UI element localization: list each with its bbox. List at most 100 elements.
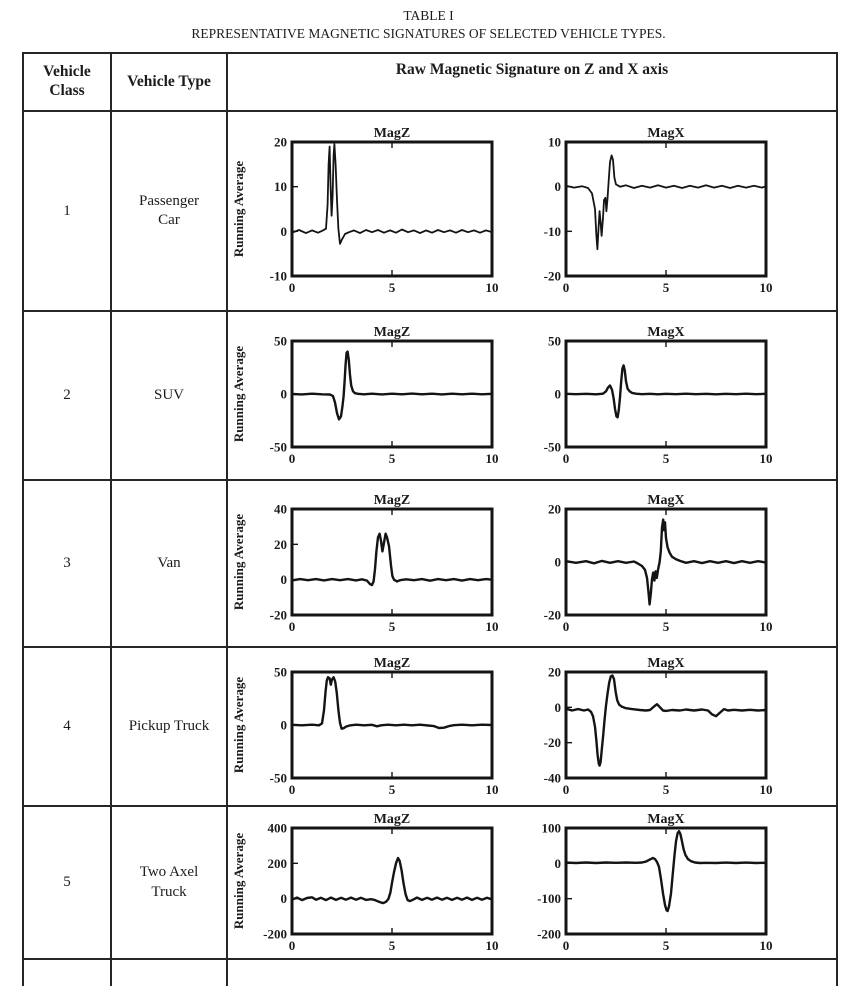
y-tick-label: 20 [274, 536, 287, 551]
signal-trace [564, 517, 768, 606]
x-tick-label: 0 [289, 782, 296, 797]
x-tick-label: 10 [760, 938, 773, 953]
chart-title: MagZ [374, 325, 411, 340]
header-vehicle-type: Vehicle Type [112, 54, 228, 110]
y-axis-label: Running Average [232, 676, 246, 772]
vehicle-type-label: Van [157, 554, 181, 571]
plot-frame [564, 670, 768, 779]
x-tick-label: 5 [663, 782, 670, 797]
table-row: 3 Van MagZ Running Average 40 20 0 -20 0 5 10 MagX 2… [24, 481, 836, 648]
x-tick-label: 0 [289, 451, 296, 466]
y-tick-label: 0 [281, 224, 288, 239]
cropped-cell [112, 960, 228, 986]
chart-title: MagZ [374, 126, 411, 141]
y-tick-label: 40 [274, 501, 287, 516]
vehicle-type-label: SUV [153, 386, 184, 403]
y-axis-label: Running Average [232, 161, 246, 257]
y-tick-label: 100 [542, 820, 562, 835]
chart-title: MagZ [374, 656, 411, 671]
y-tick-label: 50 [548, 333, 561, 348]
signal-trace [290, 856, 494, 904]
y-tick-label: 0 [281, 386, 288, 401]
x-tick-label: 0 [563, 782, 570, 797]
x-tick-label: 10 [760, 451, 773, 466]
y-tick-label: 0 [281, 717, 288, 732]
vehicle-class-cell: 3 [24, 481, 112, 646]
header-vehicle-class: Vehicle Class [24, 54, 112, 110]
y-tick-label: -10 [544, 224, 561, 239]
y-tick-label: -200 [537, 926, 561, 941]
chart-title: MagX [647, 656, 684, 671]
signal-trace [290, 675, 494, 730]
signature-table: Vehicle Class Vehicle Type Raw Magnetic … [22, 52, 838, 986]
vehicle-type-cell: Pickup Truck [112, 648, 228, 805]
x-tick-label: 5 [389, 938, 396, 953]
signature-cell: MagZ Running Average 40 20 0 -20 0 5 10 MagX 20 0 -2… [228, 481, 836, 646]
chart-title: MagX [647, 325, 684, 340]
x-tick-label: 10 [486, 619, 499, 634]
x-tick-label: 0 [289, 280, 296, 295]
x-tick-label: 5 [389, 782, 396, 797]
y-tick-label: -20 [544, 269, 561, 284]
vehicle-type-label: Pickup Truck [128, 717, 210, 734]
x-tick-label: 10 [486, 782, 499, 797]
x-tick-label: 10 [760, 782, 773, 797]
plot-frame [290, 507, 494, 616]
header-row: Vehicle Class Vehicle Type Raw Magnetic … [24, 54, 836, 112]
x-tick-label: 5 [663, 938, 670, 953]
cropped-cell [228, 960, 836, 986]
x-tick-label: 0 [563, 280, 570, 295]
x-tick-label: 5 [389, 619, 396, 634]
chart-title: MagZ [374, 493, 411, 508]
y-tick-label: 400 [268, 820, 288, 835]
vehicle-type-cell: SUV [112, 312, 228, 479]
cropped-cell [24, 960, 112, 986]
x-tick-label: 10 [486, 280, 499, 295]
table-row: 2 SUV MagZ Running Average 50 0 -50 0 5 10 MagX 50 0… [24, 312, 836, 481]
y-tick-label: -50 [270, 439, 287, 454]
table-title: REPRESENTATIVE MAGNETIC SIGNATURES OF SE… [191, 26, 666, 42]
signal-trace [564, 829, 768, 912]
chart-title: MagZ [374, 812, 411, 827]
y-tick-label: 0 [555, 699, 562, 714]
signature-cell: MagZ Running Average 20 10 0 -10 0 5 10 MagX 10 0 -1… [228, 112, 836, 310]
plot-frame [564, 826, 768, 935]
y-axis-label: Running Average [232, 832, 246, 928]
x-tick-label: 5 [389, 280, 396, 295]
x-tick-label: 10 [760, 619, 773, 634]
y-tick-label: 200 [268, 855, 288, 870]
signal-trace [291, 143, 493, 245]
vehicle-type-label: Two Axel Truck [139, 864, 199, 900]
x-tick-label: 0 [563, 619, 570, 634]
y-tick-label: -40 [544, 770, 561, 785]
x-tick-label: 0 [563, 938, 570, 953]
y-tick-label: 10 [274, 179, 287, 194]
signal-trace [290, 349, 494, 421]
y-tick-label: -20 [544, 607, 561, 622]
vehicle-type-label: Passenger Car [139, 192, 199, 229]
y-tick-label: 0 [555, 855, 562, 870]
y-tick-label: -200 [263, 926, 287, 941]
y-tick-label: 50 [274, 333, 287, 348]
table-number: TABLE I [403, 8, 454, 23]
signature-cell: MagZ Running Average 50 0 -50 0 5 10 MagX 20 0 -20-… [228, 648, 836, 805]
plot-frame [290, 140, 494, 278]
header-signature: Raw Magnetic Signature on Z and X axis [395, 61, 669, 78]
y-tick-label: -100 [537, 891, 561, 906]
y-tick-label: -20 [544, 735, 561, 750]
x-tick-label: 5 [663, 280, 670, 295]
table-row: 1 Passenger Car MagZ Running Average 20 10 0 -1… [24, 112, 836, 312]
y-tick-label: 0 [281, 572, 288, 587]
plot-frame [290, 826, 494, 935]
y-tick-label: -50 [544, 439, 561, 454]
